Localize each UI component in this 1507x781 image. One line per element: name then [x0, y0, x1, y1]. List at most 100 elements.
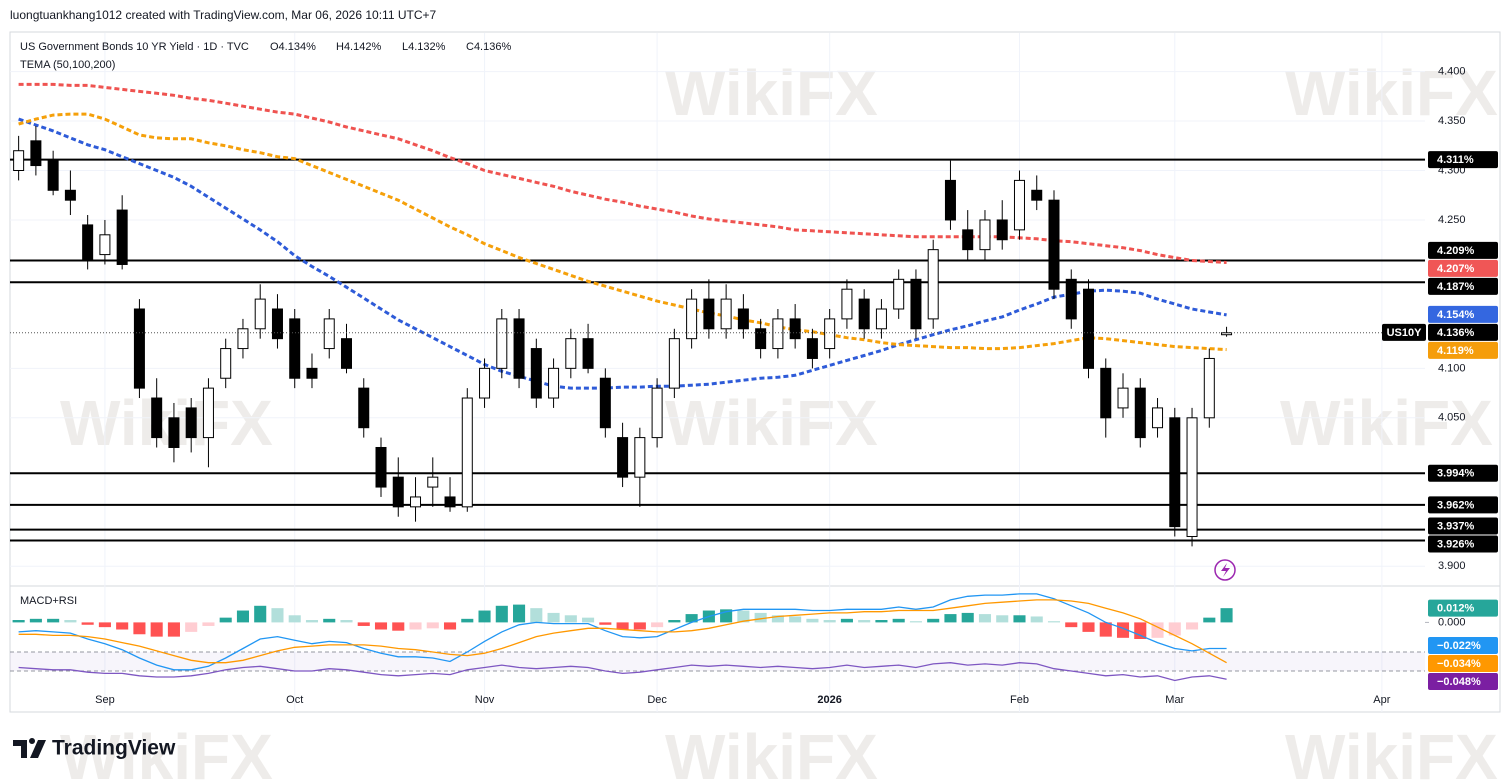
- candle-body: [755, 328, 767, 350]
- candle-body: [893, 278, 905, 310]
- candle-body: [910, 278, 922, 330]
- histogram-bar: [513, 604, 526, 623]
- histogram-bar: [582, 617, 595, 623]
- ohlc-open: O4.134%: [270, 41, 316, 53]
- x-tick-label: Dec: [647, 694, 667, 706]
- candle-body: [1186, 417, 1198, 538]
- watermark: WikiFX: [1285, 57, 1498, 129]
- histogram-bar: [789, 616, 802, 623]
- candle-body: [168, 417, 180, 448]
- histogram-bar: [599, 622, 612, 625]
- price-tag-label: 4.207%: [1437, 263, 1475, 275]
- candle-body: [444, 496, 456, 508]
- legend: US Government Bonds 10 YR Yield · 1D · T…: [20, 41, 511, 607]
- price-tag-label: 4.119%: [1437, 345, 1474, 357]
- candle-body: [1169, 417, 1181, 528]
- price-tag-label: 3.962%: [1437, 499, 1475, 511]
- histogram-bar: [392, 622, 405, 631]
- candle-body: [513, 318, 525, 379]
- histogram-bar: [116, 622, 129, 630]
- candle-body: [133, 308, 145, 389]
- candle-body: [220, 348, 232, 379]
- watermark: WikiFX: [60, 721, 273, 781]
- watermark: WikiFX: [665, 387, 878, 459]
- watermark: WikiFX: [665, 57, 878, 129]
- candle-body: [82, 224, 94, 261]
- candle-body: [1203, 357, 1215, 419]
- candle-body: [565, 338, 577, 369]
- histogram-bar: [633, 622, 646, 630]
- candle-body: [841, 288, 853, 320]
- x-tick-label: Sep: [95, 694, 115, 706]
- histogram-bar: [64, 620, 77, 623]
- price-tag: [1428, 305, 1498, 323]
- histogram-bar: [461, 618, 474, 623]
- price-tag: [1428, 241, 1498, 259]
- rsi-band-fill: [10, 652, 1425, 672]
- histogram-bar: [858, 620, 871, 623]
- candle-body: [875, 308, 887, 330]
- symbol-tag: [1382, 323, 1426, 341]
- x-tick-label: Oct: [286, 694, 303, 706]
- indicator-line: [18, 662, 1227, 682]
- candle-body: [1152, 407, 1164, 429]
- histogram-bar: [892, 618, 905, 623]
- candle-body: [806, 338, 818, 359]
- candle-body: [340, 338, 352, 369]
- histogram-bar: [806, 618, 819, 623]
- histogram-bar: [12, 620, 25, 623]
- candle-body: [1117, 387, 1129, 409]
- symbol-tag-label: US10Y: [1387, 327, 1423, 339]
- plot: [10, 82, 1425, 682]
- tema-line: [18, 117, 1227, 390]
- x-tick-label: 2026: [817, 694, 841, 706]
- candle-body: [979, 219, 991, 251]
- histogram-bar: [1065, 622, 1078, 628]
- price-tag: [1428, 535, 1498, 553]
- histogram-bar: [564, 615, 577, 623]
- y-tick-label: 4.400: [1438, 65, 1466, 77]
- tags: 4.311% 4.209% 4.187% 3.994% 3.962% 3.937% 3.92…: [1382, 151, 1498, 691]
- candle-body: [358, 387, 370, 429]
- candle-body: [1013, 179, 1025, 231]
- histogram-bar: [1013, 615, 1026, 623]
- price-tag-label: 4.136%: [1437, 327, 1475, 339]
- frame: [9, 31, 1501, 713]
- histogram-bar: [668, 620, 681, 623]
- histogram-bar: [29, 618, 42, 623]
- indicator-line: [18, 593, 1227, 671]
- price-tag-label: 4.187%: [1437, 281, 1475, 293]
- candle-body: [306, 367, 318, 379]
- symbol-title: US Government Bonds 10 YR Yield · 1D · T…: [20, 41, 249, 53]
- candle-body: [1221, 332, 1233, 336]
- candle-body: [686, 298, 698, 340]
- histogram-bar: [996, 615, 1009, 623]
- histogram-bar: [875, 620, 888, 623]
- candle-body: [116, 209, 128, 265]
- candle-body: [634, 437, 646, 478]
- candle-body: [737, 308, 749, 330]
- x-tick-label: Mar: [1165, 694, 1184, 706]
- candle-body: [1083, 288, 1095, 369]
- histogram-bar: [81, 622, 94, 625]
- x-tick-label: Feb: [1010, 694, 1029, 706]
- watermark: WikiFX: [1280, 387, 1493, 459]
- candle-body: [289, 318, 301, 379]
- candle-body: [824, 318, 836, 350]
- candle-body: [789, 318, 801, 340]
- histogram-bar: [978, 614, 992, 623]
- candle-body: [962, 229, 974, 251]
- price-tag-label: 4.209%: [1437, 245, 1475, 257]
- histogram-bar: [771, 615, 784, 623]
- histogram-bar: [927, 618, 940, 623]
- histogram-bar: [236, 610, 249, 623]
- tema-line: [18, 82, 1227, 264]
- tradingview-logo: TradingView: [13, 737, 176, 760]
- y-tick-label: 4.050: [1438, 412, 1466, 424]
- watermarks: WikiFX WikiFX WikiFX WikiFX WikiFX WikiF…: [60, 57, 1498, 781]
- candle-body: [720, 298, 732, 330]
- ohlc-low: L4.132%: [402, 41, 446, 53]
- logo-text: TradingView: [52, 737, 176, 760]
- ohlc-close: C4.136%: [466, 41, 511, 53]
